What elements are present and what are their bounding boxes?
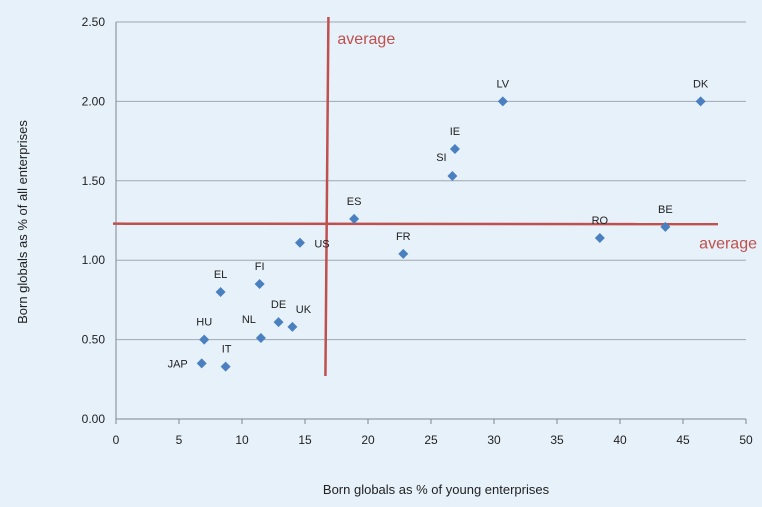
data-point-it bbox=[220, 361, 231, 372]
point-label-dk: DK bbox=[693, 78, 709, 90]
x-tick-label: 35 bbox=[550, 433, 564, 447]
data-points bbox=[196, 96, 706, 372]
x-tick-label: 15 bbox=[298, 433, 312, 447]
point-labels: JAP HU IT EL FI NL DE UK US ES FR SI IE LV RO BE DK bbox=[168, 78, 709, 370]
point-label-be: BE bbox=[658, 204, 673, 216]
x-tick-label: 50 bbox=[739, 433, 753, 447]
average-lines: average average bbox=[112, 16, 757, 377]
y-tick-label: 0.50 bbox=[82, 333, 106, 347]
x-tick-label: 20 bbox=[361, 433, 375, 447]
point-label-lv: LV bbox=[496, 78, 509, 90]
data-point-fr bbox=[398, 248, 409, 259]
point-label-es: ES bbox=[347, 196, 362, 208]
data-point-es bbox=[349, 213, 360, 224]
point-label-fr: FR bbox=[396, 231, 411, 243]
data-point-jap bbox=[196, 358, 207, 369]
point-label-el: EL bbox=[214, 269, 227, 281]
point-label-ro: RO bbox=[592, 215, 609, 227]
point-label-de: DE bbox=[271, 299, 286, 311]
x-tick-label: 10 bbox=[235, 433, 249, 447]
x-tick-label: 40 bbox=[613, 433, 627, 447]
data-point-nl bbox=[255, 333, 266, 344]
y-tick-label: 2.50 bbox=[82, 15, 106, 29]
data-point-fi bbox=[254, 279, 265, 290]
y-tick-label: 2.00 bbox=[82, 94, 106, 108]
horizontal-average-label: average bbox=[699, 236, 757, 253]
x-axis-title: Born globals as % of young enterprises bbox=[323, 482, 550, 497]
point-label-fi: FI bbox=[255, 261, 265, 273]
point-label-jap: JAP bbox=[168, 358, 188, 370]
point-label-us: US bbox=[314, 239, 329, 251]
x-tick-label: 0 bbox=[113, 433, 120, 447]
y-tick-label: 1.50 bbox=[82, 174, 106, 188]
data-point-lv bbox=[497, 96, 508, 107]
x-tick-label: 45 bbox=[676, 433, 690, 447]
x-tick-label: 25 bbox=[424, 433, 438, 447]
axes: 0.00 0.50 1.00 1.50 2.00 2.50 0 5 10 15 20 25 30 35 40… bbox=[82, 15, 753, 447]
data-point-si bbox=[447, 171, 458, 182]
vertical-average-line bbox=[324, 16, 330, 377]
vertical-average-label: average bbox=[337, 31, 395, 48]
x-tick-label: 5 bbox=[176, 433, 183, 447]
horizontal-average-line bbox=[112, 222, 719, 226]
point-label-si: SI bbox=[436, 152, 446, 164]
data-point-dk bbox=[695, 96, 706, 107]
data-point-hu bbox=[199, 334, 210, 345]
data-point-ie bbox=[449, 144, 460, 155]
y-axis-title: Born globals as % of all enterprises bbox=[15, 120, 30, 324]
point-label-it: IT bbox=[222, 344, 232, 356]
point-label-ie: IE bbox=[450, 126, 460, 138]
point-label-nl: NL bbox=[242, 314, 256, 326]
data-point-us bbox=[294, 237, 305, 248]
y-tick-label: 0.00 bbox=[82, 412, 106, 426]
data-point-de bbox=[273, 317, 284, 328]
x-tick-label: 30 bbox=[487, 433, 501, 447]
data-point-be bbox=[660, 221, 671, 232]
y-tick-label: 1.00 bbox=[82, 253, 106, 267]
data-point-el bbox=[215, 286, 226, 297]
point-label-uk: UK bbox=[296, 304, 312, 316]
point-label-hu: HU bbox=[196, 317, 212, 329]
data-point-ro bbox=[594, 232, 605, 243]
data-point-uk bbox=[287, 321, 298, 332]
grid-lines bbox=[116, 21, 746, 341]
